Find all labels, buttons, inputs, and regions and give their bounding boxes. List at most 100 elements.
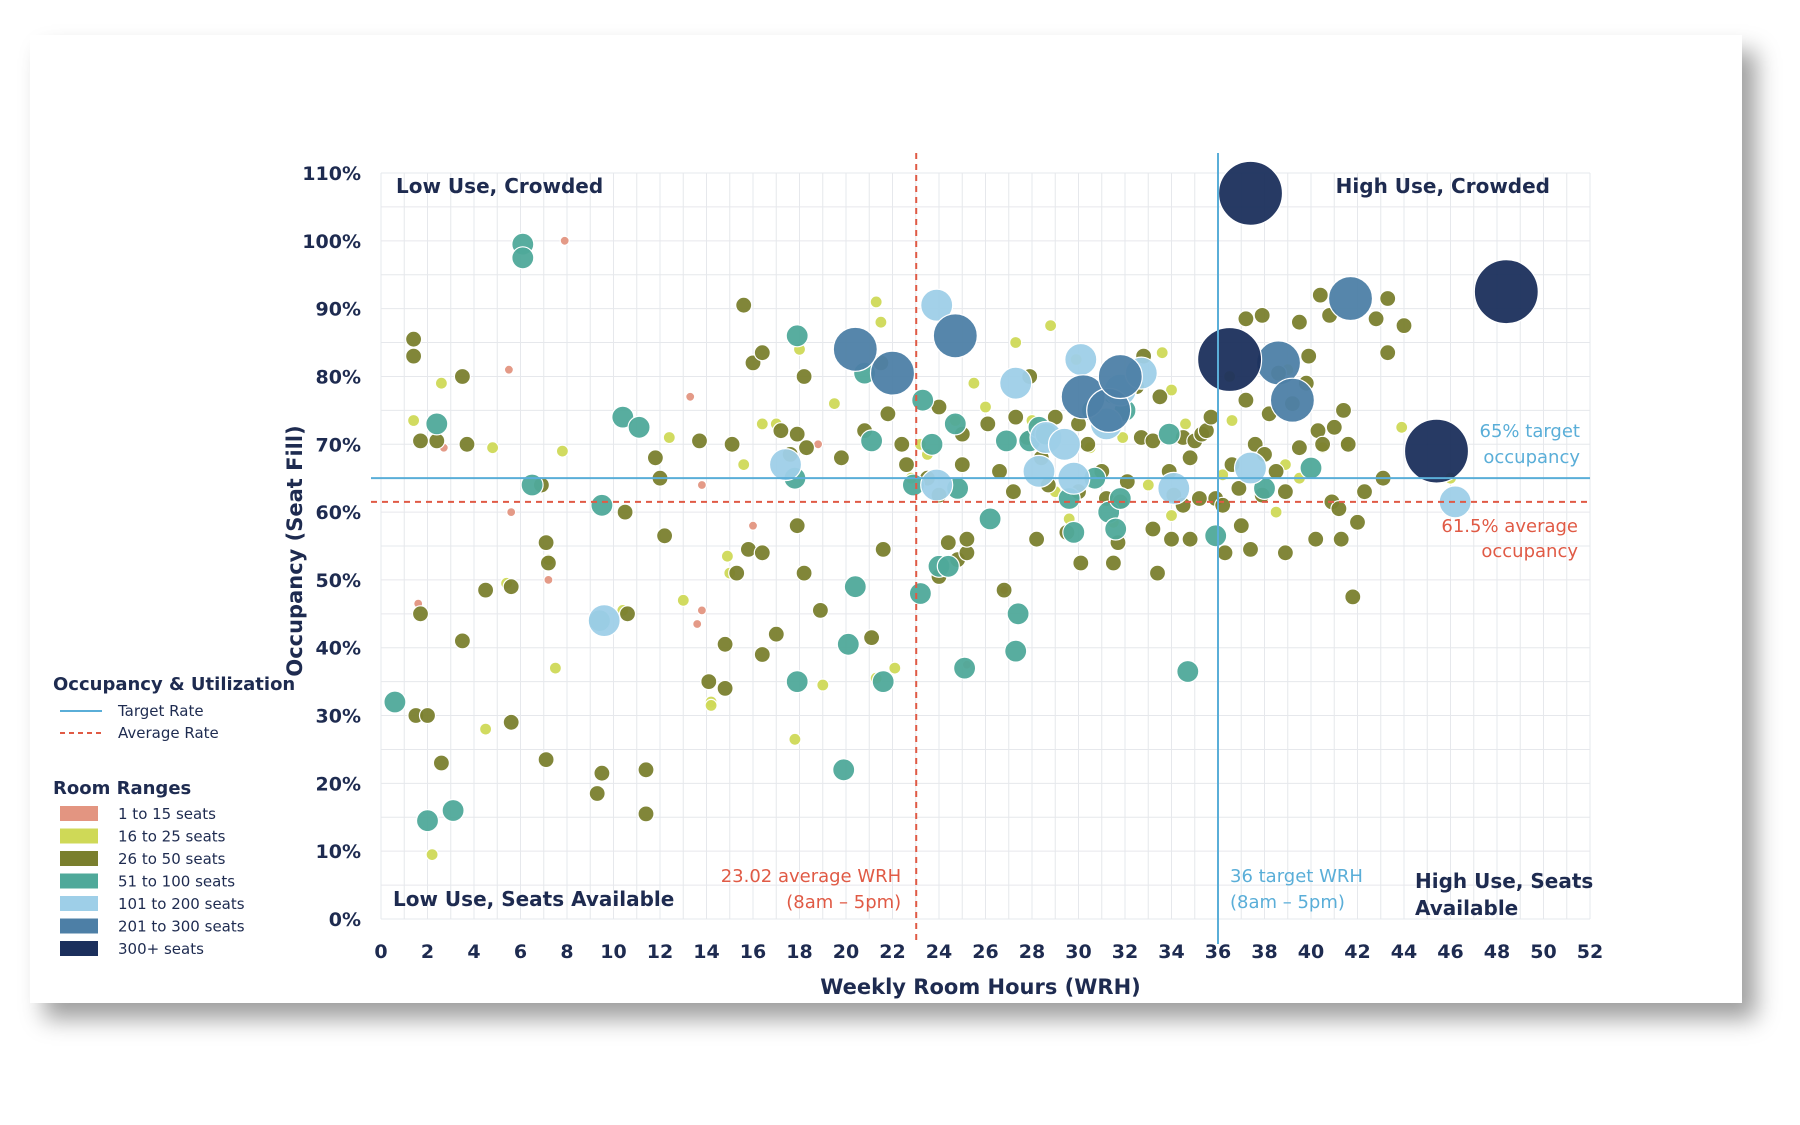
bubble-c3	[1004, 483, 1023, 501]
bubble-c3	[1311, 286, 1329, 304]
bubble-c3	[539, 554, 558, 572]
bubble-c7	[1473, 259, 1539, 325]
bubble-c3	[1395, 317, 1413, 335]
bubble-c2	[1269, 505, 1283, 519]
bubble-c3	[1237, 391, 1255, 409]
bubble-c3	[1237, 310, 1255, 328]
average-occupancy-label-2: occupancy	[1481, 541, 1578, 562]
bubble-c5	[587, 603, 621, 638]
bubble-c3	[593, 764, 611, 782]
bubble-c3	[716, 679, 734, 698]
x-tick-label: 18	[786, 941, 812, 963]
bubble-c2	[548, 661, 563, 675]
bubble-c3	[1027, 530, 1046, 548]
bubbles	[383, 160, 1539, 862]
legend-swatch-c6	[60, 918, 98, 934]
x-tick-label: 34	[1158, 941, 1184, 963]
bubble-c3	[897, 456, 916, 474]
bubble-c4	[1299, 456, 1323, 480]
bubble-c2	[788, 732, 802, 746]
bubble-c3	[811, 601, 830, 620]
y-tick-label: 10%	[316, 841, 361, 863]
bubble-c2	[1164, 383, 1179, 397]
bubble-c3	[1276, 483, 1295, 501]
bubble-c4	[627, 415, 651, 439]
bubble-c3	[1202, 408, 1220, 426]
legend-range-label: 201 to 300 seats	[118, 918, 245, 936]
bubble-c1	[747, 520, 759, 531]
bubble-c4	[952, 656, 977, 680]
bubble-c3	[1190, 489, 1209, 508]
bubble-c3	[1216, 544, 1234, 562]
quadrant-bottom-right-line1: High Use, Seats	[1415, 869, 1593, 893]
bubble-c6	[832, 326, 878, 372]
bubble-c3	[753, 544, 771, 562]
x-tick-label: 30	[1065, 941, 1091, 963]
bubble-c2	[978, 400, 993, 414]
x-tick-label: 12	[647, 941, 673, 963]
bubble-c3	[958, 530, 976, 548]
bubble-c3	[1348, 513, 1367, 531]
x-tick-label: 8	[560, 941, 573, 963]
bubble-c3	[1241, 540, 1260, 559]
target-occupancy-label-1: 65% target	[1480, 421, 1580, 442]
bubble-c1	[543, 574, 554, 586]
bubble-c2	[1395, 420, 1409, 434]
bubble-c5	[1047, 427, 1082, 461]
bubble-c3	[502, 713, 520, 731]
bubble-c3	[735, 296, 753, 314]
bubble-c4	[943, 412, 967, 436]
x-tick-label: 48	[1484, 941, 1510, 963]
x-tick-label: 38	[1251, 941, 1277, 963]
bubble-c3	[1379, 344, 1397, 362]
bubble-c2	[1225, 413, 1239, 428]
bubble-c2	[1155, 346, 1169, 360]
y-tick-label: 90%	[316, 299, 361, 321]
bubble-c3	[458, 435, 476, 453]
quadrant-bottom-right-line2: Available	[1415, 896, 1518, 920]
bubble-c3	[405, 330, 423, 348]
bubble-c3	[767, 625, 785, 643]
bubble-c4	[441, 798, 465, 823]
x-tick-label: 24	[926, 941, 952, 963]
grid	[380, 172, 1591, 920]
bubble-c2	[434, 376, 448, 390]
x-tick-label: 6	[514, 941, 527, 963]
bubble-c1	[696, 605, 708, 616]
bubble-c3	[979, 415, 997, 433]
bubble-c4	[1176, 659, 1200, 684]
y-tick-label: 50%	[316, 570, 361, 592]
x-tick-label: 26	[972, 941, 998, 963]
axes: 0 2 4 6 8 10 12 14 16 18 20 22 24 26 28 30 32 34 36 38 40 42 4…	[283, 163, 1603, 999]
legend-range-label: 300+ seats	[118, 940, 204, 958]
bubble-c3	[1072, 554, 1090, 572]
bubble-c5	[1157, 471, 1191, 505]
bubble-c7	[1217, 160, 1284, 226]
bubble-c4	[871, 669, 895, 694]
bubble-c4	[1108, 486, 1132, 511]
bubble-c2	[1116, 430, 1130, 445]
bubble-c3	[753, 344, 771, 362]
bubble-c2	[407, 413, 421, 428]
bubble-c3	[1007, 408, 1025, 426]
bubble-c5	[999, 366, 1033, 400]
bubble-c2	[869, 295, 883, 309]
legend-swatch-c2	[60, 828, 98, 844]
bubble-c5	[920, 468, 954, 502]
y-tick-label: 40%	[316, 638, 361, 660]
bubble-c2	[1164, 508, 1179, 523]
bubble-c3	[1344, 588, 1362, 606]
legend-range-label: 101 to 200 seats	[118, 895, 245, 913]
quadrant-top-right: High Use, Crowded	[1336, 174, 1550, 198]
y-tick-label: 20%	[316, 773, 361, 795]
reference-lines	[371, 153, 1590, 944]
target-occupancy-label-2: occupancy	[1483, 447, 1580, 468]
bubble-c4	[511, 246, 535, 270]
bubble-c1	[685, 391, 696, 402]
bubble-c4	[415, 809, 440, 833]
bubble-chart: 0 2 4 6 8 10 12 14 16 18 20 22 24 26 28 30 32 34 36 38 40 42 4…	[53, 153, 1603, 999]
bubble-c3	[990, 462, 1009, 480]
bubble-c3	[1325, 418, 1343, 436]
bubble-c3	[1332, 530, 1350, 548]
y-tick-label: 110%	[302, 163, 361, 185]
